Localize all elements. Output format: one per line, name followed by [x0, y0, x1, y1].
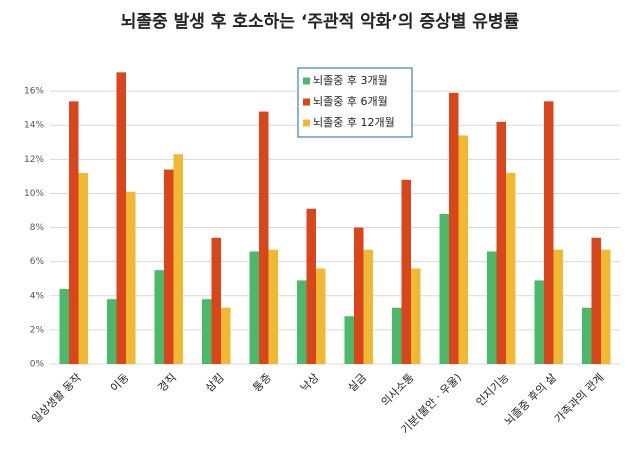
bar — [553, 249, 563, 364]
bar — [116, 72, 126, 364]
legend-box — [297, 67, 413, 138]
x-tick-label: 의사소통 — [379, 371, 417, 409]
y-tick-label: 4% — [30, 291, 45, 301]
bar — [411, 268, 421, 364]
legend-swatch — [303, 77, 310, 85]
bar — [449, 92, 459, 365]
legend-label: 뇌졸중 후 12개월 — [313, 116, 395, 129]
bar — [173, 154, 183, 364]
y-tick-label: 8% — [30, 223, 45, 233]
bar — [78, 172, 88, 364]
bar — [164, 169, 174, 364]
legend-swatch — [303, 119, 310, 127]
bar — [154, 270, 164, 364]
bar — [297, 280, 307, 364]
bar — [582, 307, 592, 364]
chart-title: 뇌졸중 발생 후 호소하는 ‘주관적 악화’의 증상별 유병률 — [121, 11, 520, 32]
bar — [363, 249, 373, 364]
x-tick-label: 경직 — [155, 371, 179, 395]
bar — [268, 249, 278, 364]
bar — [259, 111, 269, 364]
y-tick-label: 2% — [30, 325, 45, 335]
bar — [401, 179, 411, 364]
bar — [392, 307, 402, 364]
y-tick-label: 6% — [30, 257, 45, 267]
y-tick-label: 12% — [24, 155, 44, 165]
x-tick-label: 실금 — [345, 371, 369, 395]
x-tick-label: 이동 — [108, 371, 132, 395]
bar — [202, 299, 212, 364]
x-tick-label: 통증 — [250, 371, 274, 395]
bar — [344, 316, 354, 364]
bar — [487, 251, 497, 364]
x-tick-label: 낙상 — [298, 371, 322, 395]
y-tick-label: 0% — [30, 360, 45, 370]
bar — [69, 101, 79, 364]
bar — [354, 227, 364, 364]
bar — [506, 172, 516, 364]
y-tick-label: 10% — [24, 189, 44, 199]
x-tick-label: 삼킴 — [203, 371, 227, 395]
bar — [591, 237, 601, 364]
x-tick-label: 가족과의 관계 — [552, 371, 607, 426]
legend-swatch — [303, 98, 310, 106]
bar — [496, 121, 506, 364]
bar — [306, 208, 316, 364]
legend-label: 뇌졸중 후 6개월 — [313, 95, 388, 108]
bar — [544, 101, 554, 364]
bar — [221, 307, 231, 364]
bar — [458, 135, 468, 364]
bar — [316, 268, 326, 364]
bar — [211, 237, 221, 364]
bar — [107, 299, 117, 364]
bar — [126, 191, 136, 364]
x-tick-label: 일상생활 동작 — [29, 370, 84, 425]
bar — [601, 249, 611, 364]
y-tick-label: 16% — [24, 87, 44, 97]
bar — [439, 213, 449, 364]
y-tick-label: 14% — [24, 121, 44, 131]
bar — [249, 251, 259, 364]
bar — [534, 280, 544, 364]
legend-label: 뇌졸중 후 3개월 — [313, 74, 388, 87]
x-tick-label: 인지기능 — [474, 371, 512, 409]
bar — [59, 288, 69, 364]
